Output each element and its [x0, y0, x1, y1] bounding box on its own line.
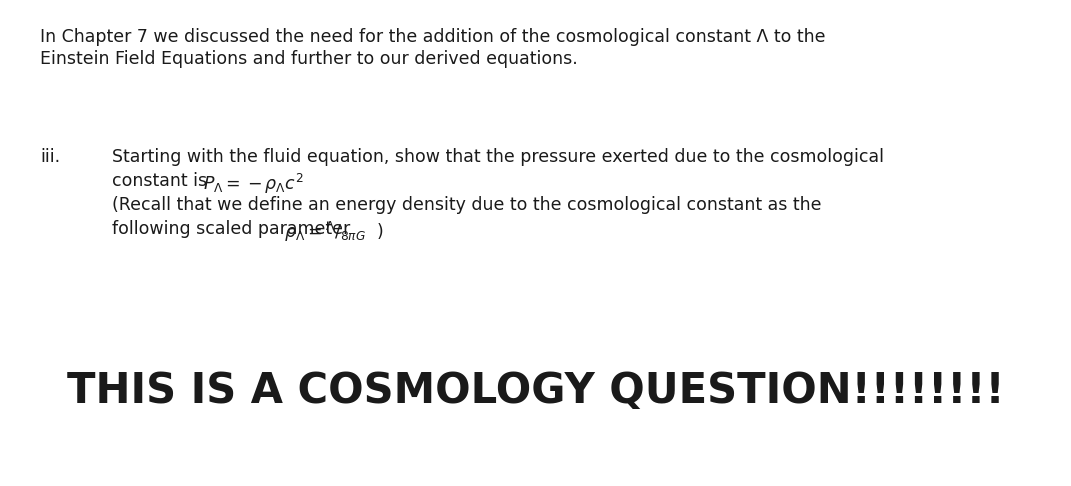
Text: In Chapter 7 we discussed the need for the addition of the cosmological constant: In Chapter 7 we discussed the need for t… — [40, 28, 826, 46]
Text: Einstein Field Equations and further to our derived equations.: Einstein Field Equations and further to … — [40, 50, 577, 68]
Text: constant is: constant is — [112, 172, 218, 190]
Text: $\rho_{\Lambda} = {}^{\Lambda}/_{8\pi G}$  ): $\rho_{\Lambda} = {}^{\Lambda}/_{8\pi G}… — [284, 220, 383, 244]
Text: following scaled parameter: following scaled parameter — [112, 220, 361, 238]
Text: $P_{\Lambda} = -\rho_{\Lambda}c^{2}$: $P_{\Lambda} = -\rho_{\Lambda}c^{2}$ — [203, 172, 304, 196]
Text: iii.: iii. — [40, 148, 60, 166]
Text: (Recall that we define an energy density due to the cosmological constant as the: (Recall that we define an energy density… — [112, 196, 821, 214]
Text: THIS IS A COSMOLOGY QUESTION!!!!!!!!: THIS IS A COSMOLOGY QUESTION!!!!!!!! — [66, 370, 1005, 412]
Text: Starting with the fluid equation, show that the pressure exerted due to the cosm: Starting with the fluid equation, show t… — [112, 148, 884, 166]
